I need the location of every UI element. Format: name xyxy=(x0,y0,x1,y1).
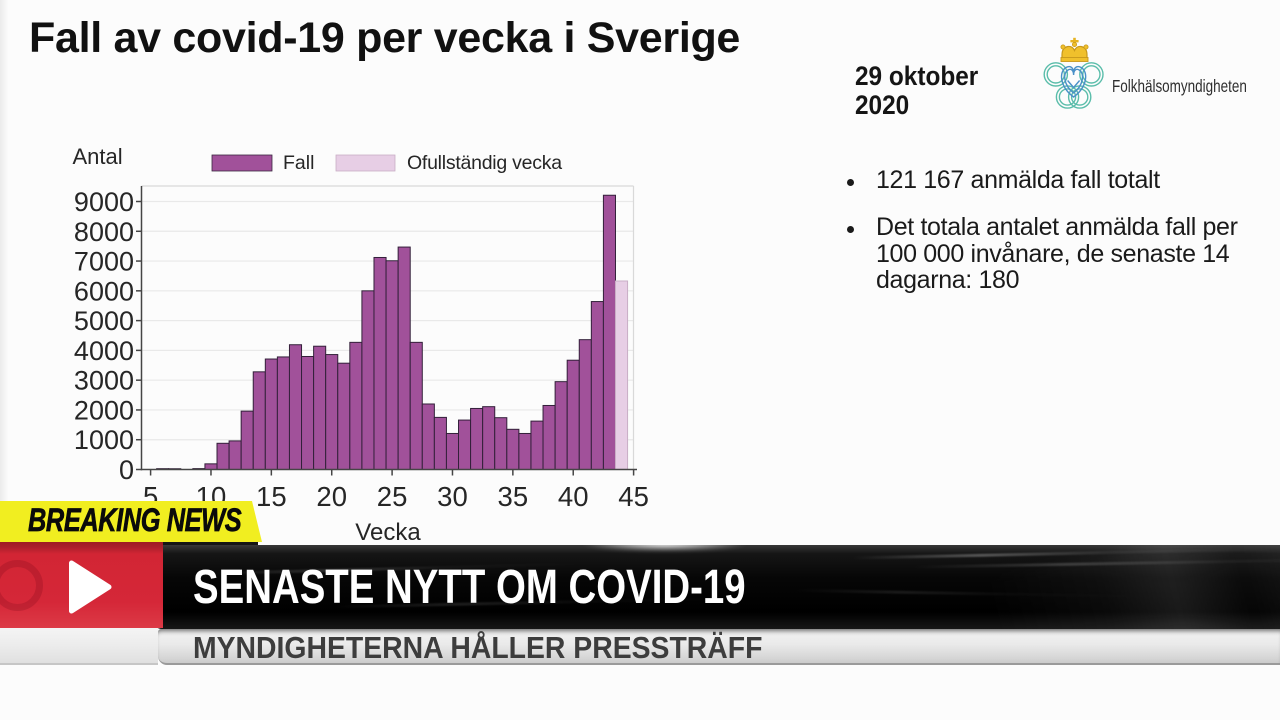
svg-text:Fall: Fall xyxy=(283,152,314,174)
svg-text:7000: 7000 xyxy=(74,247,134,277)
svg-text:2000: 2000 xyxy=(74,395,134,425)
svg-text:15: 15 xyxy=(256,481,287,512)
svg-text:3000: 3000 xyxy=(74,366,134,396)
svg-text:Antal: Antal xyxy=(73,144,123,169)
svg-text:Ofullständig vecka: Ofullständig vecka xyxy=(407,152,562,174)
svg-text:Vecka: Vecka xyxy=(355,519,421,546)
svg-text:45: 45 xyxy=(618,481,649,512)
svg-text:20: 20 xyxy=(316,481,347,512)
svg-text:9000: 9000 xyxy=(74,187,134,217)
svg-text:4000: 4000 xyxy=(74,336,134,366)
svg-text:30: 30 xyxy=(437,481,468,512)
svg-text:6000: 6000 xyxy=(74,276,134,306)
svg-text:0: 0 xyxy=(119,455,134,485)
svg-text:8000: 8000 xyxy=(74,217,134,247)
svg-text:25: 25 xyxy=(377,481,408,512)
svg-text:1000: 1000 xyxy=(74,425,134,455)
svg-text:5000: 5000 xyxy=(74,306,134,336)
svg-text:40: 40 xyxy=(558,481,589,512)
svg-text:35: 35 xyxy=(498,481,529,512)
